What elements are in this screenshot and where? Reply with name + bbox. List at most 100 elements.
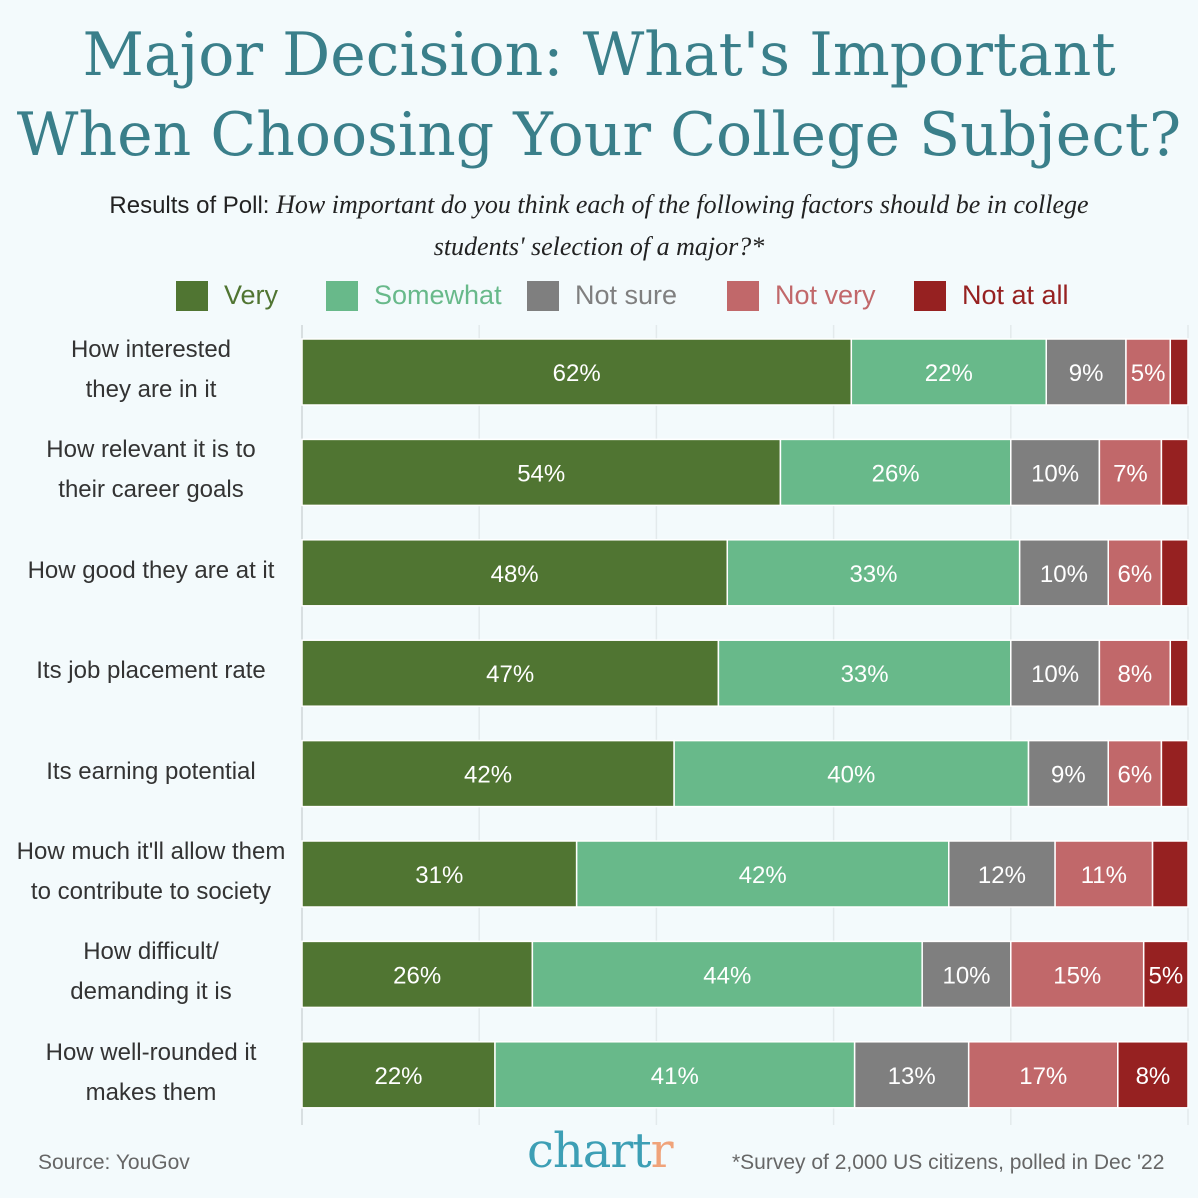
category-label: Its job placement rate: [0, 651, 302, 691]
bar-segment-somewhat: [717, 639, 1012, 707]
legend-label: Very: [224, 280, 279, 310]
data-label: 5%: [1149, 962, 1184, 989]
bar-segment-not-very: [967, 1041, 1119, 1109]
bar-segment-not-very: [1107, 739, 1163, 808]
category-label: Its earning potential: [0, 752, 302, 792]
bar-segment-not-sure: [1010, 639, 1101, 707]
bar-segment-somewhat: [779, 438, 1012, 507]
bar-segment-not-at-all: [1160, 438, 1189, 507]
category-label: How much it'll allow them to contribute t…: [0, 832, 302, 912]
category-label: How good they are at it: [0, 551, 302, 591]
category-label-line: they are in it: [85, 376, 217, 403]
data-label: 10%: [1031, 661, 1079, 688]
data-label: 22%: [925, 360, 973, 387]
legend-item-somewhat: Somewhat: [326, 280, 502, 311]
data-label: 6%: [1117, 561, 1152, 588]
legend-swatch: [326, 280, 358, 311]
data-label: 62%: [553, 360, 601, 387]
data-label: 6%: [1117, 762, 1152, 789]
data-label: 26%: [872, 460, 920, 487]
bar-segment-very: [301, 639, 720, 707]
bar-segment-very: [301, 739, 675, 808]
title-line-1: Major Decision: What's Important: [82, 20, 1116, 90]
data-label: 10%: [942, 962, 990, 989]
bar-segment-not-very: [1098, 438, 1163, 507]
legend-swatch: [176, 280, 208, 311]
bar-segment-not-sure: [853, 1041, 970, 1109]
legend: Very Somewhat Not sure Not very Not at all: [0, 280, 1198, 314]
legend-item-not-very: Not very: [727, 280, 876, 311]
legend-label: Not sure: [575, 280, 678, 310]
category-label-line: How good they are at it: [27, 556, 275, 584]
bar-segment-not-very: [1010, 940, 1145, 1009]
subtitle-line-1: Results of Poll: How important do you th…: [0, 190, 1198, 220]
data-label: 22%: [374, 1063, 422, 1090]
bar-segment-somewhat: [575, 840, 950, 908]
data-label: 8%: [1136, 1063, 1171, 1090]
category-label-line: Its earning potential: [46, 757, 256, 785]
data-label: 8%: [1117, 661, 1152, 688]
data-label: 17%: [1019, 1063, 1067, 1090]
data-label: 42%: [464, 762, 512, 789]
data-label: 13%: [888, 1063, 936, 1090]
data-label: 12%: [978, 862, 1026, 889]
data-label: 33%: [841, 661, 889, 688]
logo-text: chart: [527, 1123, 652, 1179]
legend-label: Not at all: [962, 280, 1069, 310]
category-label-line: to contribute to society: [30, 878, 272, 905]
bar-segment-somewhat: [673, 739, 1030, 808]
legend-swatch: [727, 280, 759, 311]
chartr-logo: chartr: [527, 1123, 674, 1179]
bar-segment-not-at-all: [1169, 338, 1189, 406]
category-label-line: Its job placement rate: [36, 657, 266, 685]
category-label-line: their career goals: [58, 476, 244, 504]
data-label: 47%: [486, 661, 534, 688]
bar-segment-not-very: [1125, 338, 1172, 406]
category-label: How relevant it is to their career goals: [0, 430, 302, 510]
data-label: 9%: [1051, 762, 1086, 789]
data-label: 42%: [739, 862, 787, 889]
data-label: 33%: [849, 561, 897, 588]
bar-segment-not-at-all: [1160, 739, 1189, 808]
data-label: 54%: [517, 460, 565, 487]
data-label: 10%: [1031, 460, 1079, 487]
legend-item-not-sure: Not sure: [527, 280, 677, 311]
bar-segment-not-very: [1054, 840, 1154, 908]
legend-item-very: Very: [176, 280, 278, 311]
category-label-line: makes them: [85, 1078, 217, 1106]
category-label: How difficult/demanding it is: [0, 932, 302, 1012]
data-label: 9%: [1069, 360, 1104, 387]
data-label: 7%: [1113, 460, 1148, 487]
bar-segment-not-at-all: [1117, 1041, 1189, 1109]
bar-segment-not-sure: [948, 840, 1056, 908]
data-label: 5%: [1131, 360, 1166, 387]
legend-swatch: [527, 280, 559, 311]
data-label: 41%: [651, 1063, 699, 1090]
bar-segment-somewhat: [850, 338, 1047, 406]
bar-segment-very: [301, 1041, 496, 1109]
data-label: 31%: [415, 862, 463, 889]
data-label: 26%: [393, 962, 441, 989]
category-label-line: How well-rounded it: [45, 1038, 257, 1066]
logo-text-end: r: [650, 1123, 674, 1179]
bar-segment-not-at-all: [1160, 539, 1189, 607]
subtitle-question: How important do you think each of the f…: [276, 190, 1089, 219]
category-label: How well-rounded it makes them: [0, 1033, 302, 1113]
bar-segment-somewhat: [531, 940, 923, 1009]
legend-item-not-at-all: Not at all: [914, 280, 1069, 311]
category-label-line: How relevant it is to: [46, 436, 256, 464]
data-label: 44%: [703, 962, 751, 989]
subtitle-question-2: students' selection of a major?*: [433, 232, 765, 261]
legend-label: Somewhat: [374, 280, 502, 310]
data-label: 48%: [491, 561, 539, 588]
data-label: 40%: [827, 762, 875, 789]
subtitle-prefix: Results of Poll:: [109, 192, 270, 219]
bar-segment-not-at-all: [1142, 940, 1189, 1009]
category-label-line: How much it'll allow them: [16, 838, 286, 865]
bar-segment-not-sure: [921, 940, 1012, 1009]
bar-segment-not-at-all: [1169, 639, 1189, 707]
bar-segment-not-sure: [1027, 739, 1110, 808]
bar-segment-not-at-all: [1151, 840, 1189, 908]
